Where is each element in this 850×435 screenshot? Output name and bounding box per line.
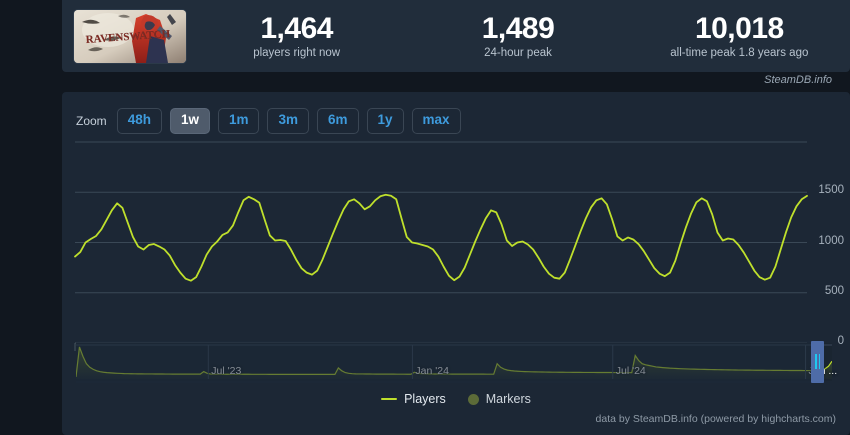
stat-label: all-time peak 1.8 years ago xyxy=(670,47,809,60)
chart-panel: Zoom 48h 1w 1m 3m 6m 1y max 0 500 1000 1500… xyxy=(62,92,850,435)
y-axis-tick-label: 1000 xyxy=(818,234,844,247)
zoom-range-selector: Zoom 48h 1w 1m 3m 6m 1y max xyxy=(76,108,461,134)
game-thumbnail-art: RAVENSWATCH RAVENSWATCH xyxy=(74,9,186,63)
y-axis-tick-label: 0 xyxy=(837,335,844,347)
players-series-line xyxy=(74,193,808,282)
zoom-button-3m[interactable]: 3m xyxy=(267,108,309,134)
gridlines xyxy=(75,141,807,344)
legend-item-players[interactable]: Players xyxy=(381,392,446,406)
svg-text:RAVENSWATCH: RAVENSWATCH xyxy=(85,28,171,46)
legend-line-icon xyxy=(381,397,398,401)
stat-24h-peak: 1,489 24-hour peak xyxy=(407,13,628,60)
zoom-button-max[interactable]: max xyxy=(411,108,461,134)
stat-value: 10,018 xyxy=(694,11,784,45)
stat-label: players right now xyxy=(253,47,341,60)
chart-legend: Players Markers xyxy=(62,392,850,406)
game-thumbnail[interactable]: RAVENSWATCH RAVENSWATCH xyxy=(74,9,186,63)
svg-text:RAVENSWATCH: RAVENSWATCH xyxy=(85,28,171,46)
stat-players-now: 1,464 players right now xyxy=(186,13,407,60)
navigator-dim-mask-left xyxy=(76,341,811,383)
stat-all-time-peak: 10,018 all-time peak 1.8 years ago xyxy=(629,13,850,60)
stats-strip: RAVENSWATCH RAVENSWATCH 1,464 players ri… xyxy=(62,0,850,72)
y-axis-tick-label: 1500 xyxy=(818,184,844,197)
steamdb-watermark: SteamDB.info xyxy=(764,74,832,86)
zoom-button-48h[interactable]: 48h xyxy=(116,108,162,134)
zoom-button-6m[interactable]: 6m xyxy=(317,108,359,134)
navigator-handle-right[interactable] xyxy=(811,341,824,383)
chart-credit: data by SteamDB.info (powered by highcha… xyxy=(595,413,836,425)
zoom-button-1w[interactable]: 1w xyxy=(169,108,210,134)
players-line-chart xyxy=(74,141,808,351)
zoom-button-1y[interactable]: 1y xyxy=(366,108,404,134)
legend-dot-icon xyxy=(467,393,479,405)
legend-label: Markers xyxy=(485,392,531,406)
stat-value: 1,464 xyxy=(260,11,333,45)
y-axis-tick-label: 500 xyxy=(824,284,844,297)
stat-value: 1,489 xyxy=(481,11,555,45)
zoom-label: Zoom xyxy=(76,113,107,128)
stat-label: 24-hour peak xyxy=(484,47,552,60)
zoom-button-1m[interactable]: 1m xyxy=(217,108,260,134)
legend-label: Players xyxy=(404,392,446,406)
legend-item-markers[interactable]: Markers xyxy=(467,392,531,406)
chart-navigator[interactable]: Jul '23Jan '24Jul '24Jan ... xyxy=(75,341,837,383)
